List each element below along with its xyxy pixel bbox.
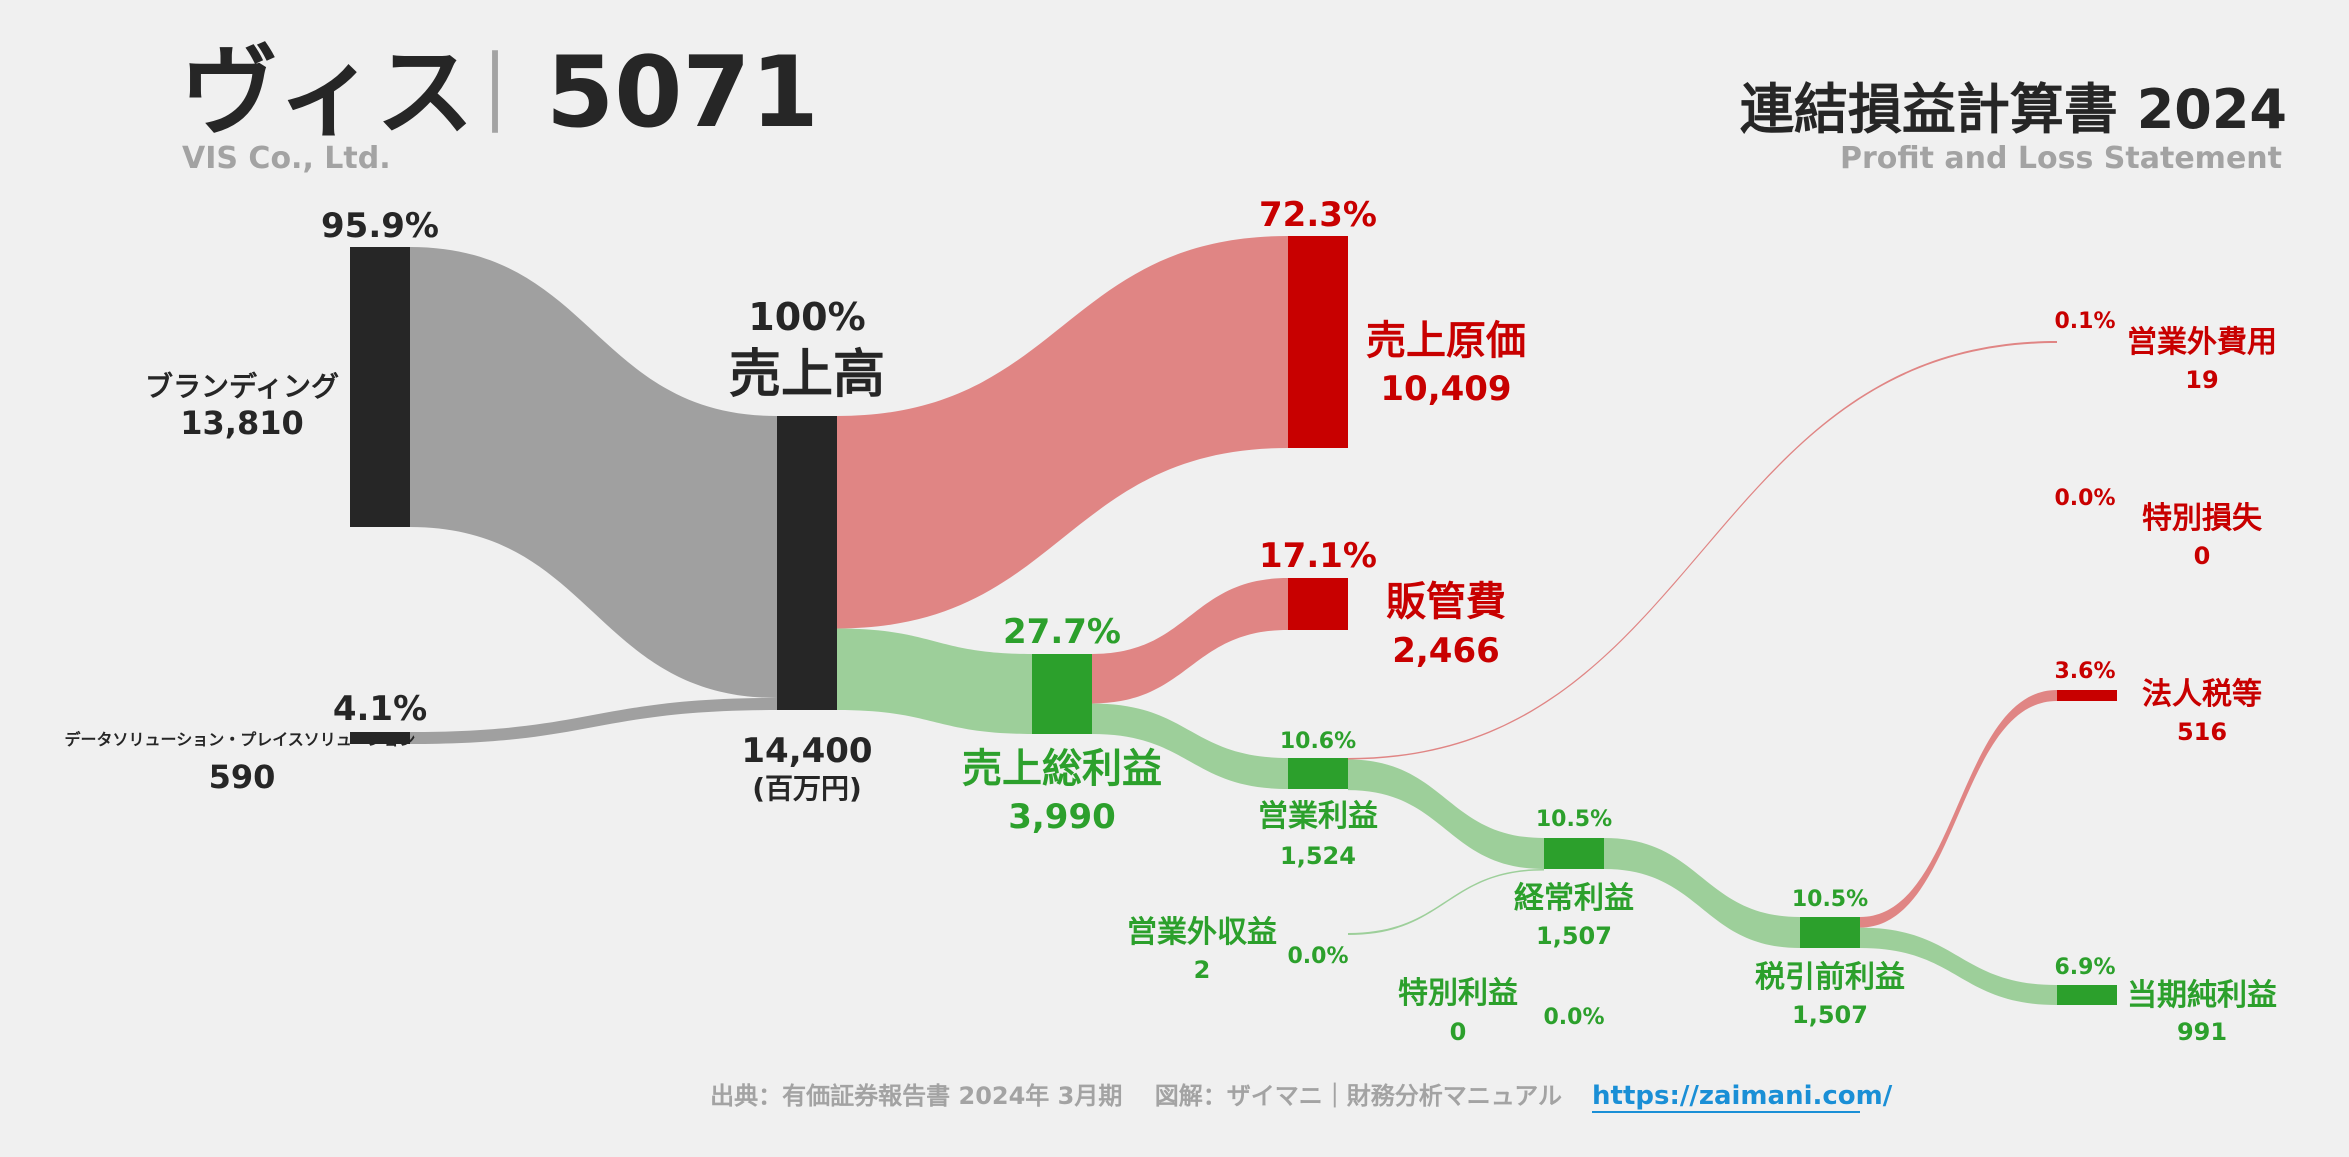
node-bar-ordinary: [1544, 838, 1604, 869]
flow-nonop_inc-to-ordinary: [1348, 869, 1544, 935]
node-bar-net: [2057, 985, 2117, 1005]
node-label-ordinary-profit: 経常利益: [1514, 881, 1634, 916]
flow-pretax-to-net: [1860, 927, 2057, 1005]
company-name: ヴィス: [180, 36, 474, 150]
value-label-extraordinary-loss: 0: [2194, 542, 2211, 570]
pct-label-tax: 3.6%: [2054, 659, 2115, 684]
pct-label-pretax-profit: 10.5%: [1792, 887, 1868, 912]
flow-data-to-revenue: [410, 697, 777, 744]
pct-label-nonop-expense: 0.1%: [2054, 309, 2115, 334]
pct-label-net-income: 6.9%: [2054, 955, 2115, 980]
node-label-data-solution: データソリューション・プレイスソリューション: [65, 730, 416, 749]
node-label-extraordinary-loss: 特別損失: [2142, 501, 2263, 536]
value-label-nonop-expense: 19: [2185, 366, 2218, 394]
node-label-branding: ブランディング: [145, 370, 339, 403]
pct-label-revenue: 100%: [748, 295, 865, 339]
pct-label-extraordinary-loss: 0.0%: [2054, 486, 2115, 511]
flow-op-to-ordinary: [1348, 759, 1544, 869]
value-label-cogs: 10,409: [1380, 369, 1511, 409]
node-label-nonop-income: 営業外収益: [1127, 915, 1277, 950]
value-label-tax: 516: [2177, 718, 2227, 746]
node-bar-cogs: [1288, 236, 1348, 448]
pct-label-extraordinary-gain: 0.0%: [1543, 1005, 1604, 1030]
pct-label-data-solution: 4.1%: [333, 689, 427, 729]
statement-title-en: Profit and Loss Statement: [1840, 141, 2282, 176]
value-label-revenue: 14,400: [741, 731, 872, 771]
stock-code: 5071: [546, 36, 819, 150]
node-label-cogs: 売上原価: [1366, 318, 1526, 364]
node-label-net-income: 当期純利益: [2127, 978, 2277, 1013]
flow-revenue-to-cogs: [837, 236, 1288, 629]
flow-op-to-nonop_exp: [1348, 341, 2057, 760]
node-label-nonop-expense: 営業外費用: [2127, 325, 2277, 360]
flow-pretax-to-tax: [1860, 690, 2057, 928]
node-bar-op: [1288, 758, 1348, 789]
value-label-gross-profit: 3,990: [1008, 797, 1116, 837]
value-label-data-solution: 590: [209, 758, 276, 796]
value-label-pretax-profit: 1,507: [1792, 1001, 1868, 1029]
sankey-nodes: [350, 236, 2117, 1005]
node-bar-sga: [1288, 578, 1348, 630]
pct-label-cogs: 72.3%: [1259, 195, 1377, 235]
node-bar-gross: [1032, 654, 1092, 734]
node-bar-data: [350, 732, 410, 744]
value-label-operating-profit: 1,524: [1280, 842, 1356, 870]
node-bar-pretax: [1800, 917, 1860, 948]
node-bar-revenue: [777, 416, 837, 710]
flow-revenue-to-gross: [837, 628, 1032, 734]
node-bar-branding: [350, 247, 410, 527]
pct-label-ordinary-profit: 10.5%: [1536, 807, 1612, 832]
statement-title: 連結損益計算書 2024: [1740, 78, 2287, 141]
node-bar-tax: [2057, 690, 2117, 701]
node-label-revenue: 売上高: [729, 345, 885, 405]
node-label-sga: 販管費: [1386, 579, 1506, 625]
node-label-tax: 法人税等: [2142, 677, 2262, 712]
pct-label-sga: 17.1%: [1259, 536, 1377, 576]
value-label-ordinary-profit: 1,507: [1536, 922, 1612, 950]
company-name-en: VIS Co., Ltd.: [182, 141, 391, 176]
pct-label-nonop-income: 0.0%: [1287, 944, 1348, 969]
unit-label: (百万円): [752, 772, 862, 805]
source-credit: 出典：有価証券報告書 2024年 3月期 図解：ザイマニ｜財務分析マニュアル: [710, 1082, 1562, 1110]
node-label-pretax-profit: 税引前利益: [1755, 960, 1905, 995]
pct-label-branding: 95.9%: [321, 206, 439, 246]
node-label-extraordinary-gain: 特別利益: [1398, 976, 1518, 1011]
node-label-gross-profit: 売上総利益: [962, 746, 1162, 792]
flow-gross-to-sga: [1092, 578, 1288, 704]
value-label-nonop-income: 2: [1194, 956, 1211, 984]
flow-ordinary-to-pretax: [1604, 838, 1800, 948]
flow-branding-to-revenue: [410, 247, 777, 698]
source-link[interactable]: https://zaimani.com/: [1592, 1081, 1893, 1111]
value-label-branding: 13,810: [180, 404, 303, 442]
value-label-extraordinary-gain: 0: [1450, 1018, 1467, 1046]
pct-label-gross-profit: 27.7%: [1003, 612, 1121, 652]
sankey-flows: [410, 236, 2057, 1005]
pct-label-operating-profit: 10.6%: [1280, 729, 1356, 754]
node-label-operating-profit: 営業利益: [1258, 799, 1378, 834]
value-label-sga: 2,466: [1392, 631, 1500, 671]
flow-gross-to-op: [1092, 703, 1288, 789]
title-separator: ｜: [455, 48, 535, 141]
value-label-net-income: 991: [2177, 1018, 2227, 1046]
